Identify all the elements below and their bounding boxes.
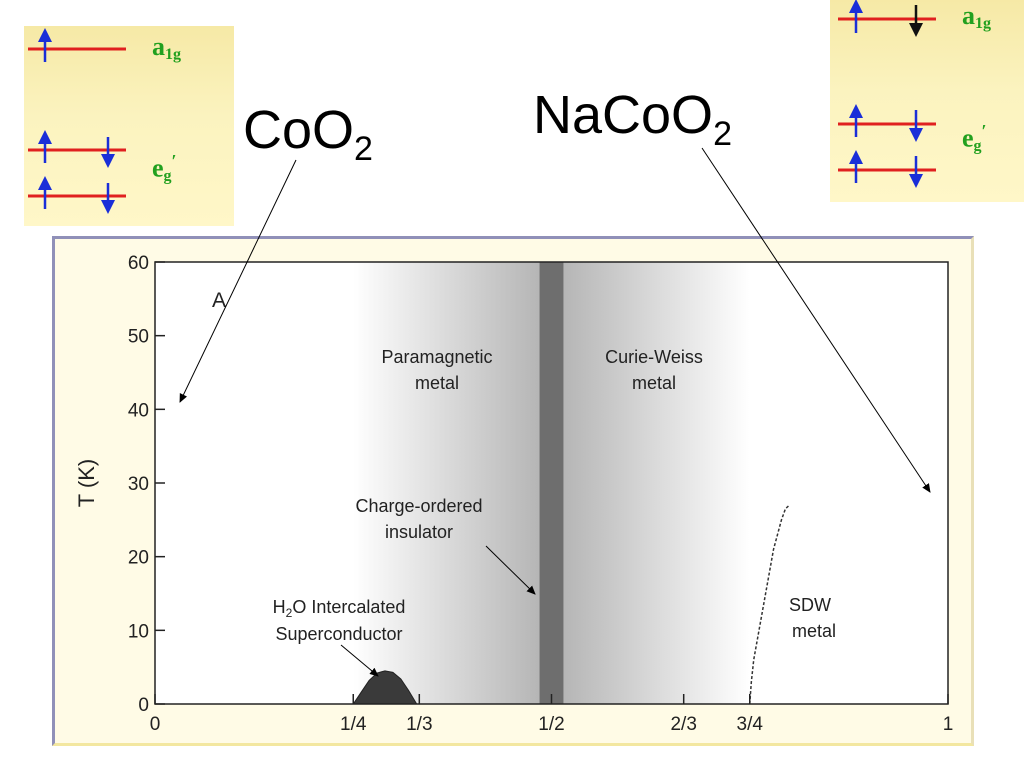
paramagnetic-label: Paramagnetic [381,347,492,367]
y-tick-label: 30 [128,474,149,495]
spin-up-arrow [38,130,52,163]
spin-down-arrow [909,5,923,37]
charge-ordered-label: Charge-ordered [355,496,482,516]
x-tick-label: 1/2 [538,714,564,735]
spin-up-arrow [849,0,863,33]
y-tick-label: 40 [128,400,149,421]
nacoo2-label: NaCoO2 [533,85,732,153]
superconductor-label: H2O Intercalated [273,597,406,620]
spin-down-arrow [101,137,115,168]
y-tick-label: 20 [128,548,149,569]
y-axis-label: T (K) [74,459,99,507]
superconductor-pointer [340,644,379,677]
sdw-label: SDW [789,595,831,615]
y-tick-label: 10 [128,621,149,642]
left-eg-label: eg′ [152,151,177,185]
paramagnetic-region [353,262,544,704]
curie-weiss-label: Curie-Weiss [605,347,703,367]
charge-ordered-pointer [485,545,536,595]
superconductor-label: Superconductor [275,624,402,644]
sdw-boundary-line [749,504,790,705]
sdw-label: metal [792,621,836,641]
x-tick-label: 1 [943,714,954,735]
x-tick-label: 1/3 [406,714,432,735]
coo2-label: CoO2 [243,100,373,168]
y-tick-label: 0 [138,695,149,716]
spin-down-arrow [101,183,115,214]
x-tick-label: 0 [150,714,161,735]
left-a1g-label: a1g [152,32,181,63]
charge-ordered-band [539,262,564,704]
spin-down-arrow [909,110,923,142]
x-tick-label: 3/4 [737,714,764,735]
spin-up-arrow [38,176,52,209]
spin-up-arrow [849,104,863,137]
panel-letter: A [212,289,226,312]
right-a1g-label: a1g [962,1,991,32]
superconducting-dome [352,670,418,705]
x-tick-label: 2/3 [670,714,696,735]
x-tick-label: 1/4 [340,714,367,735]
left-spin-arrows [38,28,115,214]
paramagnetic-label: metal [415,373,459,393]
curie-weiss-region [559,262,750,704]
y-tick-label: 50 [128,327,149,348]
right-eg-label: eg′ [962,121,987,155]
charge-ordered-label: insulator [385,522,453,542]
curie-weiss-label: metal [632,373,676,393]
y-tick-label: 60 [128,253,149,274]
spin-up-arrow [38,28,52,62]
